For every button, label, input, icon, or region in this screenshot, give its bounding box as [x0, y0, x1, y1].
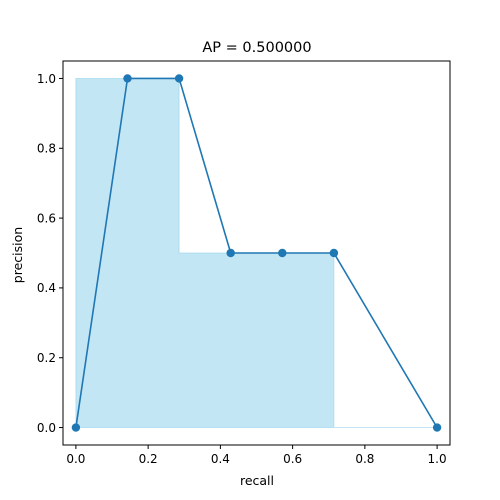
data-point-7 — [432, 423, 442, 432]
x-tick-label: 0.0 — [66, 452, 85, 466]
x-tick-label: 0.2 — [139, 452, 158, 466]
x-axis-label: recall — [240, 473, 274, 488]
data-point-3 — [174, 74, 184, 83]
y-tick-label: 0.4 — [37, 281, 56, 295]
x-tick-label: 0.8 — [355, 452, 374, 466]
y-tick-label: 1.0 — [37, 72, 56, 86]
y-tick-label: 0.8 — [37, 142, 56, 156]
data-point-6 — [329, 248, 339, 258]
x-tick-label: 0.4 — [211, 452, 230, 466]
data-point-5 — [278, 248, 287, 258]
x-tick-label: 1.0 — [428, 452, 447, 466]
axes-frame — [62, 60, 451, 446]
y-tick-label: 0.0 — [37, 421, 56, 435]
axes: 0.0 0.2 0.4 0.6 0.8 1.0 0.0 0.2 0.4 0.6 0.8 1.0 — [37, 60, 451, 466]
y-axis-label: precision — [10, 227, 25, 283]
plot-area — [71, 74, 442, 432]
data-point-4 — [226, 248, 235, 258]
y-tick-label: 0.2 — [37, 351, 56, 365]
data-point-2 — [123, 74, 132, 83]
data-point-1 — [71, 423, 81, 432]
y-tick-label: 0.6 — [37, 211, 56, 225]
chart-title: AP = 0.500000 — [202, 40, 311, 56]
x-tick-label: 0.6 — [283, 452, 302, 466]
